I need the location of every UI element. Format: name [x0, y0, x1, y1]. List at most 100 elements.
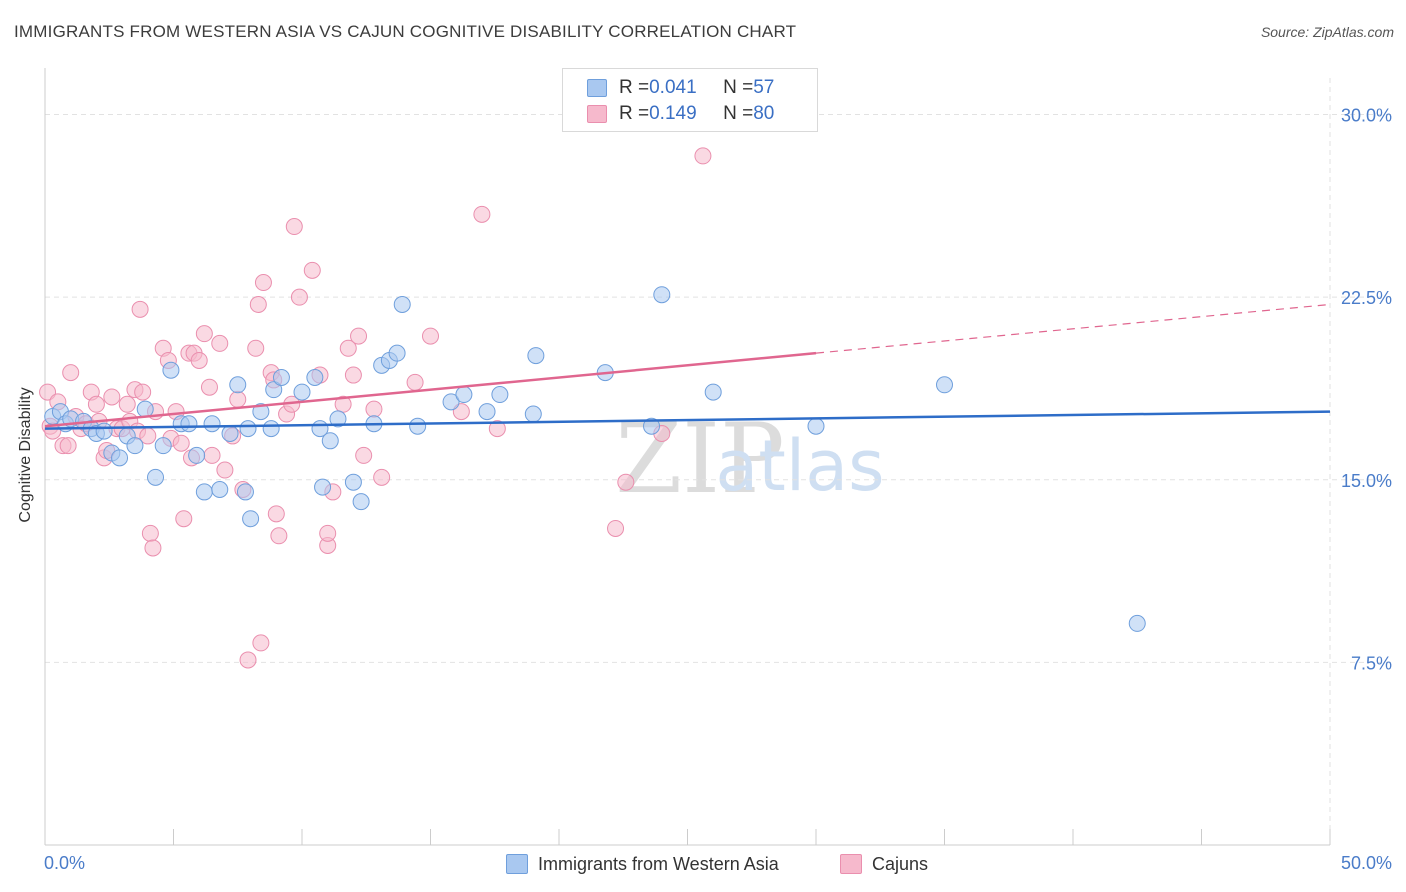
- legend-r-value: 0.149: [649, 103, 697, 124]
- legend-row-cajuns: R = 0.149 N = 80: [587, 103, 774, 125]
- western-asia-point: [344, 473, 362, 491]
- bottom-legend-swatch-blue: [506, 854, 528, 874]
- tick-labels: 7.5% 15.0% 22.5% 30.0% 0.0% 50.0%: [44, 106, 1392, 873]
- cajuns-point: [422, 327, 439, 345]
- western-asia-point: [388, 344, 406, 362]
- cajuns-point: [252, 634, 270, 652]
- cajuns-point: [267, 505, 285, 523]
- cajuns-point: [339, 339, 357, 357]
- legend-r-label: R =: [619, 103, 650, 124]
- cajuns-point: [200, 378, 218, 396]
- axes: [44, 68, 1331, 846]
- cajuns-point: [270, 527, 288, 545]
- legend-swatch-pink: [587, 105, 607, 123]
- x-tick-label-min: 0.0%: [44, 853, 85, 873]
- western-asia-point: [229, 376, 247, 394]
- western-asia-point: [236, 483, 254, 501]
- western-asia-point: [154, 437, 172, 455]
- cajuns-point: [172, 434, 190, 452]
- trend-lines: [44, 303, 1331, 430]
- cajuns-point: [134, 383, 152, 401]
- western-asia-point: [95, 422, 113, 440]
- legend-swatch-blue: [587, 79, 607, 97]
- western-asia-point: [527, 347, 545, 365]
- bottom-legend-western-asia: Immigrants from Western Asia: [506, 851, 779, 877]
- western-asia-point: [1128, 614, 1146, 632]
- western-asia-point: [455, 386, 473, 404]
- western-asia-point: [272, 368, 290, 386]
- western-asia-point: [203, 415, 221, 433]
- western-asia-point: [162, 361, 180, 379]
- western-asia-point: [242, 510, 260, 528]
- western-asia-trend: [44, 410, 1331, 430]
- legend-n-value: 80: [753, 103, 775, 124]
- cajuns-point: [247, 339, 265, 357]
- y-tick-label: 7.5%: [1351, 653, 1392, 673]
- cajuns-point: [473, 205, 491, 223]
- legend-row-western-asia: R = 0.041 N = 57: [587, 77, 774, 99]
- cajuns-point: [141, 524, 159, 542]
- bottom-legend-swatch-pink: [840, 854, 862, 874]
- western-asia-point: [807, 417, 825, 435]
- cajuns-point: [303, 261, 321, 279]
- western-asia-point: [936, 376, 953, 394]
- western-asia-point: [321, 432, 339, 450]
- cajuns-point: [62, 364, 80, 382]
- cajuns-point: [254, 274, 272, 292]
- legend-n-label: N =: [723, 77, 754, 98]
- legend-n-value: 57: [753, 77, 775, 98]
- western-asia-point: [136, 400, 154, 418]
- western-asia-point: [491, 386, 509, 404]
- legend-n-label: N =: [723, 103, 754, 124]
- y-tick-label: 22.5%: [1341, 288, 1392, 308]
- western-asia-point: [524, 405, 542, 423]
- bottom-legend-label: Immigrants from Western Asia: [538, 853, 779, 874]
- cajuns-point: [216, 461, 234, 479]
- cajuns-point: [131, 300, 149, 318]
- western-asia-point: [442, 393, 460, 411]
- cajuns-point: [229, 390, 247, 408]
- western-asia-points: [44, 286, 1146, 632]
- western-asia-point: [265, 381, 283, 399]
- cajuns-trend-solid: [44, 351, 817, 428]
- western-asia-point: [704, 383, 722, 401]
- western-asia-point: [653, 286, 671, 304]
- western-asia-point: [478, 403, 496, 421]
- western-asia-point: [126, 437, 144, 455]
- western-asia-point: [409, 417, 427, 435]
- cajuns-point: [249, 295, 267, 313]
- cajuns-point: [617, 473, 635, 491]
- cajuns-points: [39, 147, 712, 669]
- cajuns-point: [211, 334, 229, 352]
- cajuns-trend-dashed: [815, 303, 1331, 354]
- cajuns-point: [87, 395, 105, 413]
- cajuns-point: [175, 510, 193, 528]
- western-asia-point: [180, 415, 198, 433]
- western-asia-point: [306, 368, 324, 386]
- bottom-legend-label: Cajuns: [872, 853, 929, 874]
- cajuns-point: [59, 437, 77, 455]
- cajuns-point: [452, 403, 470, 421]
- western-asia-point: [314, 478, 332, 496]
- western-asia-point: [293, 383, 311, 401]
- cajuns-point: [365, 400, 383, 418]
- cajuns-point: [118, 395, 136, 413]
- cajuns-point: [350, 327, 368, 345]
- gridlines: [45, 78, 1392, 845]
- chart-title: IMMIGRANTS FROM WESTERN ASIA VS CAJUN CO…: [14, 22, 797, 41]
- cajuns-point: [103, 388, 121, 406]
- cajuns-point: [239, 651, 257, 669]
- cajuns-point: [144, 539, 162, 557]
- cajuns-point: [285, 218, 303, 236]
- cajuns-point: [190, 351, 208, 369]
- western-asia-point: [252, 403, 270, 421]
- cajuns-point: [344, 366, 362, 384]
- western-asia-point: [188, 446, 206, 464]
- y-tick-label: 30.0%: [1341, 106, 1392, 126]
- watermark-atlas: atlas: [715, 425, 884, 507]
- cajuns-point: [319, 524, 337, 542]
- cajuns-point: [488, 420, 506, 438]
- legend-r-label: R =: [619, 77, 650, 98]
- western-asia-point: [643, 417, 661, 435]
